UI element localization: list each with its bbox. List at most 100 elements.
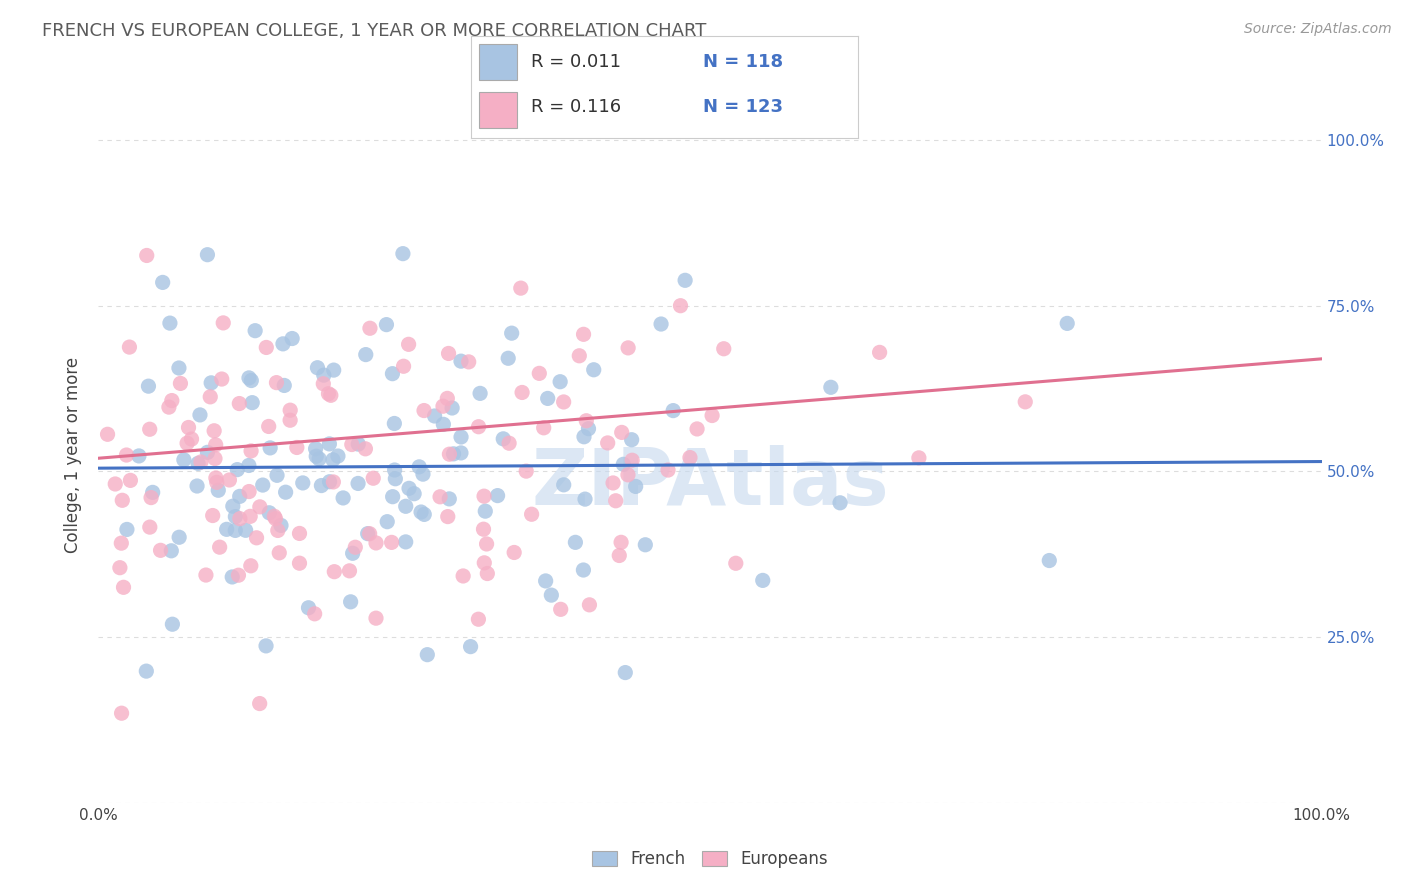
Point bbox=[450, 354, 472, 368]
Point bbox=[610, 425, 633, 440]
Point bbox=[112, 580, 135, 594]
Point bbox=[318, 386, 340, 401]
Point bbox=[208, 540, 231, 554]
Point bbox=[354, 348, 377, 362]
Point bbox=[322, 363, 344, 377]
Point bbox=[578, 598, 600, 612]
Point bbox=[520, 508, 543, 522]
Point bbox=[342, 546, 364, 560]
Point bbox=[238, 371, 260, 385]
Point bbox=[167, 361, 190, 376]
Point bbox=[308, 451, 330, 466]
Point bbox=[226, 462, 249, 476]
Point bbox=[413, 508, 436, 522]
Point bbox=[752, 574, 775, 588]
Point bbox=[650, 317, 672, 331]
Point bbox=[439, 491, 461, 506]
Point bbox=[118, 340, 141, 354]
Point bbox=[319, 388, 342, 402]
Point bbox=[222, 499, 245, 513]
Point bbox=[267, 524, 290, 538]
Point bbox=[413, 403, 436, 417]
Point bbox=[436, 392, 458, 406]
Point bbox=[398, 481, 420, 495]
Point bbox=[572, 563, 595, 577]
Point bbox=[200, 376, 222, 390]
Point bbox=[312, 376, 335, 391]
Point bbox=[662, 403, 685, 417]
Point bbox=[239, 558, 262, 573]
Point bbox=[423, 409, 446, 423]
Point bbox=[228, 396, 250, 410]
Point bbox=[472, 522, 495, 536]
Point bbox=[278, 403, 301, 417]
Point bbox=[614, 665, 637, 680]
Point bbox=[496, 351, 519, 366]
Point bbox=[323, 565, 346, 579]
Point bbox=[612, 458, 634, 472]
Point bbox=[115, 523, 138, 537]
Text: ZIPAtlas: ZIPAtlas bbox=[531, 445, 889, 521]
Point bbox=[273, 378, 295, 392]
Point bbox=[212, 316, 235, 330]
Point bbox=[503, 545, 526, 559]
Point bbox=[498, 436, 520, 450]
Point bbox=[673, 273, 696, 287]
Text: N = 118: N = 118 bbox=[703, 53, 783, 70]
Point bbox=[624, 479, 647, 493]
Point bbox=[142, 485, 165, 500]
Point bbox=[120, 474, 142, 488]
Point bbox=[347, 476, 370, 491]
Point bbox=[457, 355, 479, 369]
Point bbox=[157, 400, 180, 414]
Point bbox=[620, 433, 643, 447]
Point bbox=[364, 536, 387, 550]
Point bbox=[304, 607, 326, 621]
Point bbox=[344, 541, 367, 555]
Point bbox=[312, 368, 335, 383]
Point bbox=[509, 281, 531, 295]
Point bbox=[553, 478, 575, 492]
Point bbox=[197, 248, 219, 262]
Text: R = 0.116: R = 0.116 bbox=[531, 98, 621, 117]
Point bbox=[553, 395, 575, 409]
Point bbox=[605, 493, 627, 508]
Point bbox=[409, 505, 432, 519]
Point bbox=[564, 535, 586, 549]
Point bbox=[572, 327, 595, 342]
Point bbox=[384, 472, 406, 486]
Point bbox=[160, 393, 183, 408]
Point bbox=[1014, 394, 1036, 409]
Point bbox=[259, 506, 281, 520]
Point bbox=[274, 485, 297, 500]
Point bbox=[229, 511, 252, 525]
Point bbox=[177, 420, 200, 434]
Point bbox=[139, 520, 162, 534]
Point bbox=[201, 508, 224, 523]
Point bbox=[529, 367, 551, 381]
Point bbox=[432, 399, 454, 413]
Point bbox=[439, 447, 461, 461]
Point bbox=[239, 509, 262, 524]
Point bbox=[318, 437, 340, 451]
Point bbox=[869, 345, 891, 359]
Point bbox=[243, 324, 266, 338]
Point bbox=[534, 574, 557, 588]
Point bbox=[235, 524, 257, 538]
Point bbox=[359, 526, 381, 541]
Point bbox=[908, 450, 931, 465]
Point bbox=[204, 451, 226, 466]
Point bbox=[395, 500, 418, 514]
Point bbox=[104, 477, 127, 491]
Point bbox=[354, 442, 377, 456]
Point bbox=[197, 445, 219, 459]
Point bbox=[657, 463, 679, 477]
Point bbox=[375, 318, 398, 332]
Point bbox=[540, 588, 562, 602]
Point bbox=[285, 441, 308, 455]
Point bbox=[574, 492, 596, 507]
Point bbox=[404, 486, 426, 500]
Point bbox=[115, 448, 138, 462]
Point bbox=[240, 374, 263, 388]
Point bbox=[537, 392, 560, 406]
